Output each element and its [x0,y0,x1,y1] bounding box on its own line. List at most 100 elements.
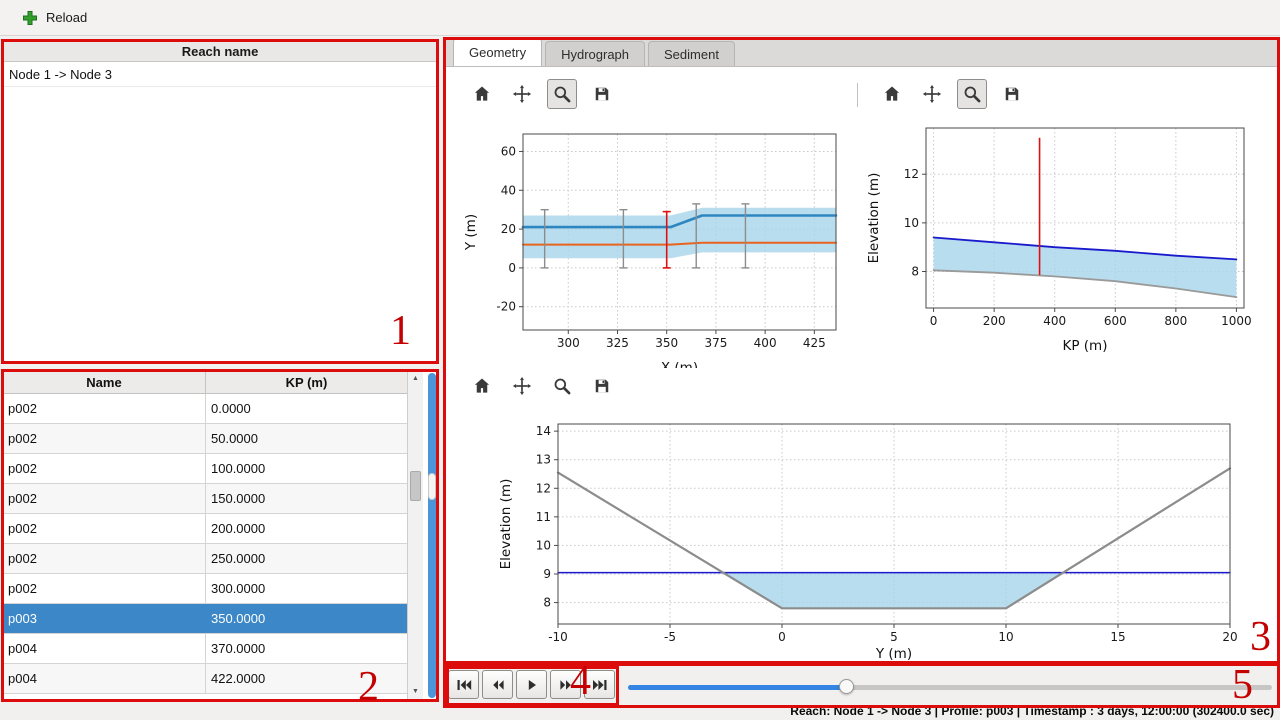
cell-kp[interactable]: 0.0000 [211,401,251,416]
cell-kp[interactable]: 350.0000 [211,611,266,626]
svg-text:20: 20 [501,222,516,236]
pan-tool-button[interactable] [507,79,537,109]
playback-controls [448,670,615,699]
zoom-tool-button[interactable] [957,79,987,109]
reload-icon [23,10,37,25]
svg-text:Y (m): Y (m) [875,646,912,662]
svg-text:400: 400 [754,336,777,350]
svg-text:400: 400 [1043,314,1066,328]
zoom-tool-button[interactable] [547,371,577,401]
cell-kp[interactable]: 150.0000 [211,491,266,506]
svg-text:425: 425 [803,336,826,350]
cell-name[interactable]: p002 [3,424,206,453]
cell-kp[interactable]: 370.0000 [211,641,266,656]
svg-text:13: 13 [536,453,551,467]
svg-text:Y (m): Y (m) [463,214,479,251]
reload-button[interactable]: Reload [14,6,95,30]
table-row[interactable]: p004 422.0000 [3,664,407,694]
table-row[interactable]: p002 200.0000 [3,514,407,544]
long-profile-plot[interactable]: 0 200 400 600 800 1000 8 10 12 KP (m) Elevation (m… [866,116,1258,356]
home-tool-button[interactable] [877,79,907,109]
svg-text:0: 0 [508,261,516,275]
save-tool-button[interactable] [587,79,617,109]
cell-kp[interactable]: 200.0000 [211,521,266,536]
pan-tool-button[interactable] [507,371,537,401]
cell-name[interactable]: p002 [3,454,206,483]
svg-text:KP (m): KP (m) [1063,338,1108,354]
save-tool-button[interactable] [997,79,1027,109]
pan-tool-button[interactable] [917,79,947,109]
tab-sediment[interactable]: Sediment [648,41,735,66]
outer-scrollbar-thumb[interactable] [428,473,436,500]
scroll-down-arrow[interactable]: ▼ [412,688,419,695]
cross-section-plot[interactable]: -10 -5 0 5 10 15 20 8 9 10 11 12 13 14 Y (m) Elevation … [450,410,1250,662]
svg-text:10: 10 [536,538,551,552]
svg-text:-20: -20 [496,300,516,314]
cell-name[interactable]: p004 [3,634,206,663]
tab-hydrograph[interactable]: Hydrograph [545,41,646,66]
profile-panel: Name KP (m) p002 0.0000 p002 50.0000 p002 100.… [2,370,438,701]
cell-name[interactable]: p002 [3,484,206,513]
fast-forward-button[interactable] [550,670,581,699]
play-icon [528,679,536,690]
zoom-icon [554,378,571,395]
time-slider[interactable] [628,678,1272,696]
cell-kp[interactable]: 300.0000 [211,581,266,596]
svg-text:200: 200 [983,314,1006,328]
cell-name[interactable]: p002 [3,574,206,603]
column-header-kp-m-[interactable]: KP (m) [206,371,407,394]
table-row[interactable]: p002 50.0000 [3,424,407,454]
reach-list-item[interactable]: Node 1 -> Node 3 [3,62,437,87]
svg-text:325: 325 [606,336,629,350]
play-button[interactable] [516,670,547,699]
plot-panel: Geometry Hydrograph Sediment 300 325 350 375 4… [444,38,1279,663]
svg-text:9: 9 [543,567,551,581]
profile-plot-toolbar [877,79,1027,109]
skip-end-button[interactable] [584,670,615,699]
home-tool-button[interactable] [467,79,497,109]
save-tool-button[interactable] [587,371,617,401]
table-row[interactable]: p002 0.0000 [3,394,407,424]
table-scrollbar[interactable]: ▲ ▼ [407,371,423,700]
table-row[interactable]: p002 300.0000 [3,574,407,604]
plan-view-plot[interactable]: 300 325 350 375 400 425 -20 0 20 40 60 X (m) Y (m) [450,118,862,368]
status-bar: Reach: Node 1 -> Node 3 | Profile: p003 … [790,704,1274,718]
home-tool-button[interactable] [467,371,497,401]
reload-label: Reload [46,10,88,25]
svg-text:-5: -5 [664,630,676,644]
cross-section-canvas[interactable]: -10 -5 0 5 10 15 20 8 9 10 11 12 13 14 Y (m) Elevation … [450,410,1250,662]
slider-handle[interactable] [838,679,854,694]
long-profile-canvas[interactable]: 0 200 400 600 800 1000 8 10 12 KP (m) Elevation (m… [866,116,1258,356]
cell-name[interactable]: p004 [3,664,206,693]
column-header-name[interactable]: Name [3,371,206,394]
cell-kp[interactable]: 250.0000 [211,551,266,566]
svg-text:600: 600 [1104,314,1127,328]
skip-start-button[interactable] [448,670,479,699]
svg-text:12: 12 [536,481,551,495]
cell-kp[interactable]: 50.0000 [211,431,258,446]
cell-name[interactable]: p002 [3,544,206,573]
cell-name[interactable]: p003 [3,604,206,633]
tab-geometry[interactable]: Geometry [453,38,543,66]
plan-view-canvas[interactable]: 300 325 350 375 400 425 -20 0 20 40 60 X (m) Y (m) [450,118,862,368]
cell-kp[interactable]: 422.0000 [211,671,266,686]
skip-end-icon [592,679,606,690]
profile-table-header: Name KP (m) [3,371,407,394]
table-row[interactable]: p003 350.0000 [3,604,407,634]
svg-text:8: 8 [543,596,551,610]
cell-kp[interactable]: 100.0000 [211,461,266,476]
reach-panel: Reach name Node 1 -> Node 3 [2,40,438,362]
rewind-button[interactable] [482,670,513,699]
scroll-up-arrow[interactable]: ▲ [412,375,419,382]
skip-start-icon [457,679,471,690]
slider-track[interactable] [628,685,1272,690]
table-row[interactable]: p002 150.0000 [3,484,407,514]
table-row[interactable]: p004 370.0000 [3,634,407,664]
table-row[interactable]: p002 100.0000 [3,454,407,484]
cell-name[interactable]: p002 [3,514,206,543]
outer-scrollbar[interactable] [428,373,436,698]
table-row[interactable]: p002 250.0000 [3,544,407,574]
cell-name[interactable]: p002 [3,394,206,423]
scrollbar-thumb[interactable] [410,471,421,501]
zoom-tool-button[interactable] [547,79,577,109]
